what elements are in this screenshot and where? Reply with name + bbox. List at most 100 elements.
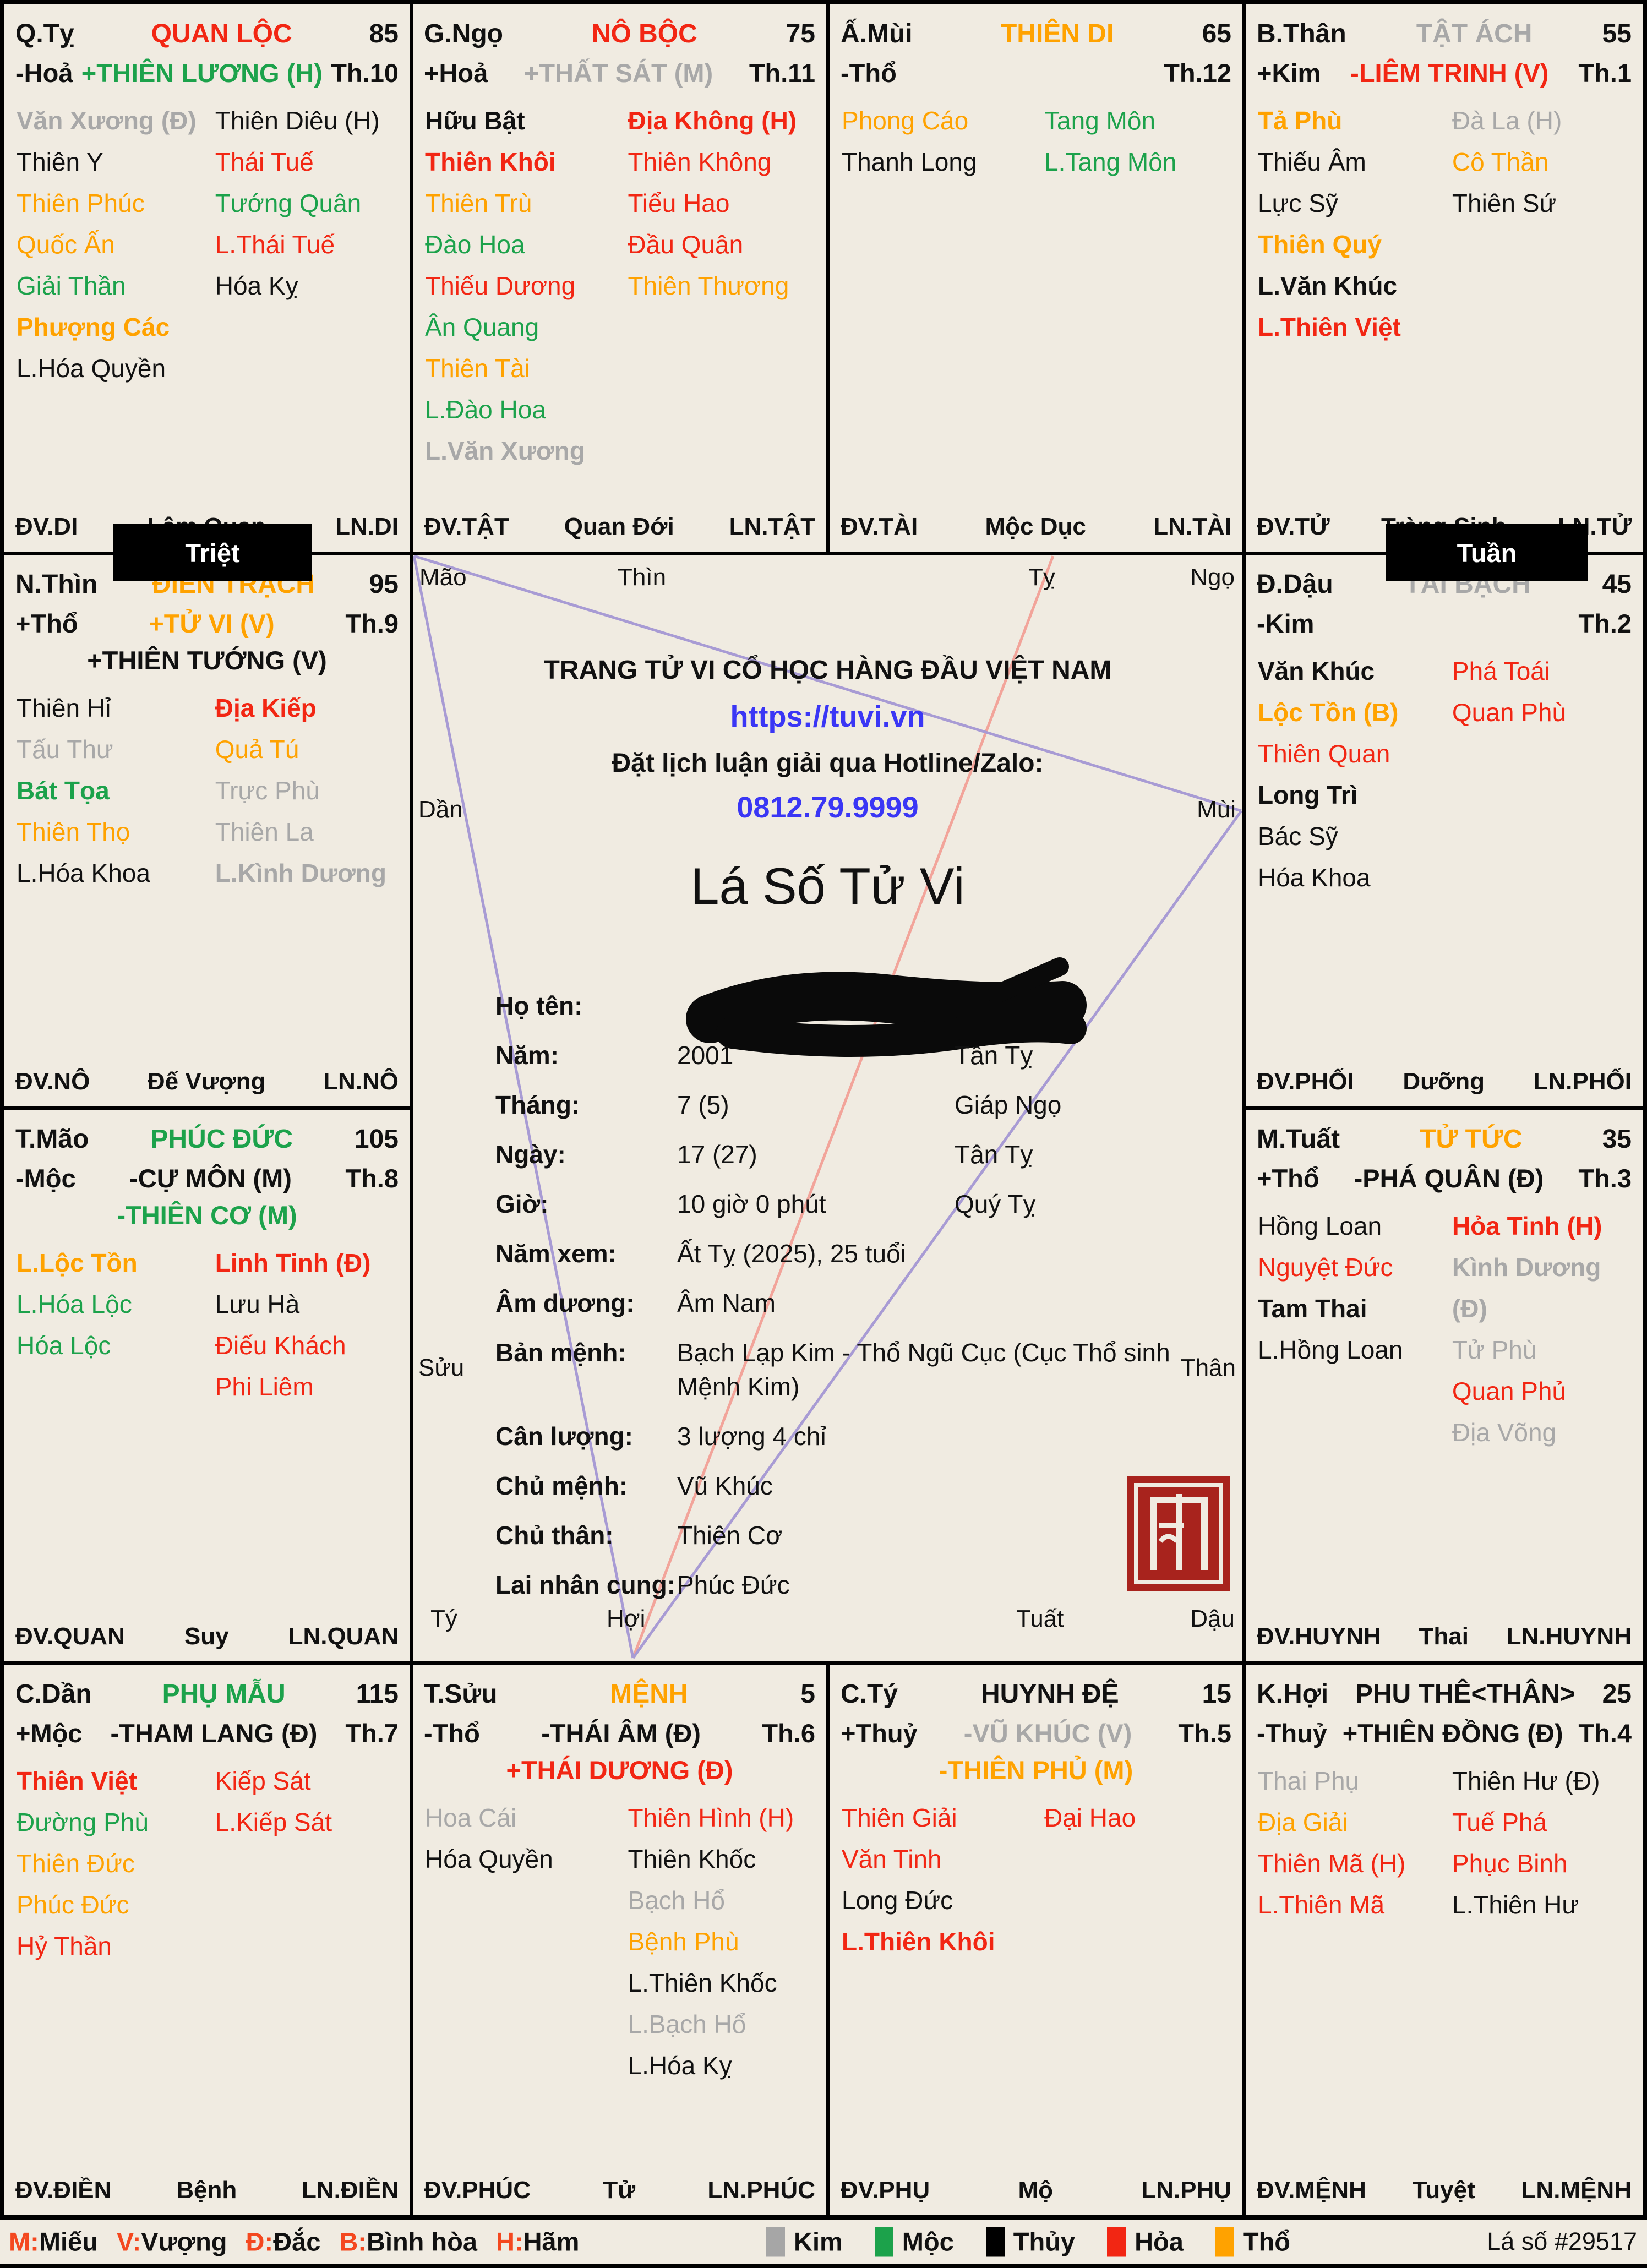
star: Tiểu Hao	[628, 189, 730, 217]
star: Thiên Trù	[425, 189, 532, 217]
star: Tam Thai	[1258, 1294, 1367, 1323]
star: Thiên Không	[628, 148, 772, 176]
palace-th: Th.3	[1578, 1164, 1632, 1193]
branch-label-thin: Thìn	[618, 564, 667, 591]
star: Tấu Thư	[17, 735, 113, 764]
palace-line2: -Hoả +THIÊN LƯƠNG (H) Th.10	[4, 58, 410, 88]
palace-branch: M.Tuất	[1257, 1125, 1340, 1154]
branch-label-dan: Dần	[418, 796, 463, 823]
branch-label-ty: Tỵ	[1028, 564, 1055, 591]
main-star: -THIÊN PHỦ (M)	[939, 1755, 1133, 1785]
hotline-phone-link[interactable]: 0812.79.9999	[737, 791, 919, 824]
info-row: Họ tên:	[413, 957, 1242, 1057]
info-row: Âm dương: Âm Nam	[413, 1286, 1242, 1320]
palace-th: Th.2	[1578, 609, 1632, 638]
palace-header: B.Thân TẬT ÁCH 55	[1246, 19, 1643, 49]
palace-score: 95	[369, 570, 399, 599]
palace-header: M.Tuất TỬ TỨC 35	[1246, 1124, 1643, 1154]
palace-line3: +THIÊN TƯỚNG (V)	[4, 645, 410, 675]
palace-line2: +Hoả +THẤT SÁT (M) Th.11	[413, 58, 826, 88]
stars-left: Thiên Giải Văn Tinh Long Đức L.Thiên Khôi	[830, 1797, 1044, 1962]
palace-branch: T.Sửu	[424, 1680, 498, 1709]
star: Đường Phù	[17, 1808, 149, 1836]
birth-info-fields: Họ tên: Năm: 2001 Tân Tỵ Tháng: 7 (5) Giáp Ngọ…	[413, 957, 1242, 1617]
info-label: Bản mệnh:	[495, 1338, 626, 1367]
brightness-label: Vượng	[141, 2227, 227, 2256]
brightness-item: H:Hãm	[496, 2227, 579, 2257]
triet-badge: Triệt	[113, 524, 312, 581]
stars-left: Hồng Loan Nguyệt Đức Tam Thai L.Hồng Loan	[1246, 1206, 1452, 1453]
info-value: Thiên Cơ	[677, 1521, 783, 1550]
star: Cô Thần	[1452, 148, 1549, 176]
stars-right: Kiếp Sát L.Kiếp Sát	[215, 1760, 410, 1967]
star: Quả Tú	[215, 735, 299, 764]
van-label: Tuyệt	[1412, 2177, 1475, 2204]
palace-footer: ĐV.TÀI Mộc Dục LN.TÀI	[830, 513, 1242, 541]
palace-branch: Ấ.Mùi	[841, 19, 913, 48]
luu-nien-label: LN.QUAN	[288, 1623, 399, 1650]
main-star: +TỬ VI (V)	[149, 609, 275, 638]
luu-nien-label: LN.PHỤ	[1141, 2177, 1231, 2204]
site-url-link[interactable]: https://tuvi.vn	[730, 700, 925, 733]
stars-left: Văn Khúc Lộc Tồn (B) Thiên Quan Long Trì Bác…	[1246, 651, 1452, 898]
star: L.Thái Tuế	[215, 230, 335, 259]
info-label: Chủ thân:	[495, 1521, 614, 1550]
palace-phu-mau: C.Dần PHỤ MẪU 115 +Mộc -THAM LANG (Đ) Th.7 Thi…	[4, 1665, 410, 2215]
star: L.Tang Môn	[1044, 148, 1177, 176]
star: Thanh Long	[842, 148, 977, 176]
main-star: -VŨ KHÚC (V)	[963, 1719, 1132, 1748]
dai-van-label: ĐV.TỬ	[1257, 513, 1330, 540]
star: Lực Sỹ	[1258, 189, 1338, 217]
star: Thiên Sứ	[1452, 189, 1557, 217]
palace-footer: ĐV.PHỤ Mộ LN.PHỤ	[830, 2177, 1242, 2204]
star: Thai Phụ	[1258, 1767, 1360, 1795]
palace-line3: -THIÊN PHỦ (M)	[830, 1755, 1242, 1785]
star: Thiên Giải	[842, 1803, 957, 1832]
palace-dien-trach: N.Thìn ĐIỀN TRẠCH 95 +Thổ +TỬ VI (V) Th.9 +THI…	[4, 555, 410, 1106]
palace-thien-di: Ấ.Mùi THIÊN DI 65 -Thổ Th.12 Phong Cáo Thanh L…	[830, 4, 1242, 552]
stars-left: Thai Phụ Địa Giải Thiên Mã (H) L.Thiên Mã	[1246, 1760, 1452, 1926]
stars-left: Hữu Bật Thiên Khôi Thiên Trù Đào Hoa Thiếu D…	[413, 100, 628, 472]
main-star: -LIÊM TRINH (V)	[1350, 58, 1549, 88]
info-value: 10 giờ 0 phút	[677, 1190, 826, 1218]
luu-nien-label: LN.TẬT	[729, 513, 815, 540]
palace-th: Th.1	[1578, 58, 1632, 88]
brightness-label: Bình hòa	[366, 2227, 477, 2256]
info-label: Lai nhân cung:	[495, 1571, 676, 1599]
element-label: Thủy	[1013, 2227, 1076, 2256]
star: Địa Võng	[1452, 1418, 1557, 1447]
stars-right: Địa Kiếp Quả Tú Trực Phù Thiên La L.Kình Dươ…	[215, 688, 410, 894]
redacted-name	[677, 957, 1095, 1057]
stars-left: Thiên Hỉ Tấu Thư Bát Tọa Thiên Thọ L.Hóa Kho…	[4, 688, 215, 894]
dai-van-label: ĐV.TÀI	[841, 513, 918, 540]
stars-right: Tang Môn L.Tang Môn	[1044, 100, 1242, 183]
palace-element: +Thổ	[1257, 1164, 1319, 1193]
star: Linh Tinh (Đ)	[215, 1249, 371, 1277]
info-value-canchi: Giáp Ngọ	[955, 1091, 1062, 1119]
palace-phuc-duc: T.Mão PHÚC ĐỨC 105 -Mộc -CỰ MÔN (M) Th.8 -THIÊ…	[4, 1110, 410, 1661]
center-panel: Mão Thìn Tỵ Ngọ Dần Mùi Sửu Thân Tý Hợi …	[413, 555, 1242, 1661]
info-label: Cân lượng:	[495, 1422, 633, 1451]
palace-header: G.Ngọ NÔ BỘC 75	[413, 19, 826, 49]
info-value: Vũ Khúc	[677, 1471, 773, 1500]
branch-label-ty-bottom: Tý	[430, 1605, 457, 1632]
tuan-badge: Tuần	[1386, 524, 1588, 581]
palace-footer: ĐV.PHỐI Dưỡng LN.PHỐI	[1246, 1068, 1643, 1095]
palace-branch: Q.Tỵ	[15, 19, 74, 48]
brightness-item: B:Bình hòa	[339, 2227, 477, 2257]
star: Ân Quang	[425, 313, 539, 341]
dai-van-label: ĐV.DI	[15, 513, 78, 540]
palace-th: Th.12	[1164, 58, 1231, 88]
star: Thiên Tài	[425, 354, 530, 383]
star: L.Thiên Mã	[1258, 1890, 1385, 1919]
van-label: Mộ	[1018, 2177, 1053, 2204]
palace-element: -Thổ	[424, 1719, 480, 1748]
star: Tuế Phá	[1452, 1808, 1547, 1836]
star: L.Hóa Quyền	[17, 354, 166, 383]
element-item: Thủy	[985, 2227, 1076, 2257]
star: L.Hóa Lộc	[17, 1290, 132, 1318]
dai-van-label: ĐV.ĐIỀN	[15, 2177, 112, 2204]
dai-van-label: ĐV.PHỐI	[1257, 1068, 1354, 1095]
star: L.Văn Khúc	[1258, 271, 1398, 300]
palace-th: Th.6	[762, 1719, 815, 1748]
